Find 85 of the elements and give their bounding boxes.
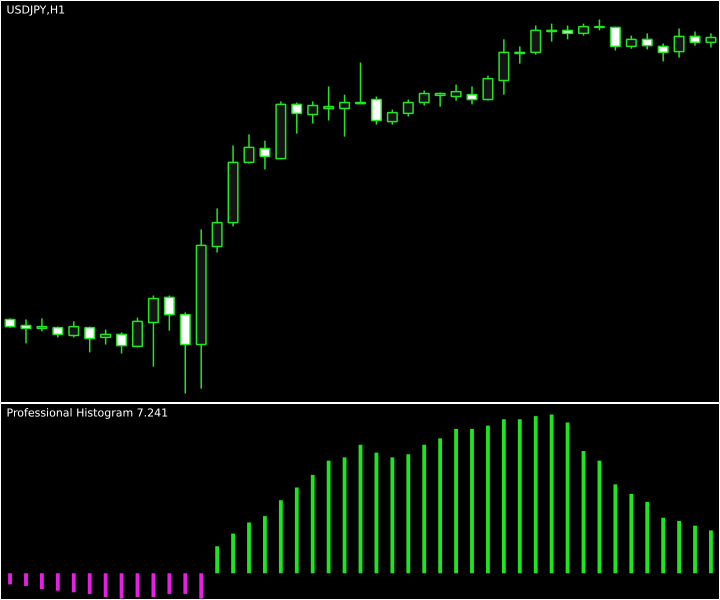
bar [486, 426, 490, 574]
bar [502, 419, 506, 574]
candlestick [68, 320, 80, 338]
bar [645, 502, 650, 574]
candlestick [323, 86, 334, 122]
bar [390, 457, 394, 574]
candlestick [307, 100, 318, 124]
candlestick [386, 108, 398, 126]
candlestick [578, 22, 590, 36]
bar [470, 428, 474, 574]
bar [24, 573, 28, 586]
bar [518, 419, 522, 574]
candlestick [52, 326, 64, 338]
bar [582, 451, 586, 574]
bar [693, 526, 697, 574]
candlestick [434, 92, 446, 108]
candlestick [642, 32, 653, 50]
bar [438, 438, 442, 574]
bar [310, 474, 315, 574]
bar [374, 452, 378, 574]
candlestick [370, 96, 382, 126]
candlestick [705, 32, 716, 48]
bar [454, 428, 458, 574]
bar [406, 454, 410, 574]
candlestick [164, 294, 175, 332]
candlestick [243, 134, 255, 164]
bar [661, 518, 666, 574]
candlestick [626, 34, 637, 50]
candlestick [466, 86, 478, 106]
candlestick [20, 318, 32, 344]
bar [326, 460, 331, 574]
bar [247, 522, 251, 574]
candlestick [100, 328, 112, 346]
bar [342, 457, 346, 574]
bar [199, 573, 204, 599]
bar [709, 530, 713, 574]
bar [40, 573, 44, 590]
chart-title: USDJPY,H1 [6, 4, 66, 16]
candlestick [689, 30, 701, 46]
candlestick [259, 140, 270, 170]
bar [566, 422, 570, 574]
bar [613, 484, 618, 574]
candlestick [482, 74, 494, 102]
candlestick [354, 62, 366, 106]
chart-title: Professional Histogram 7.241 [6, 406, 168, 420]
bar [677, 520, 681, 574]
bar [72, 573, 76, 592]
candlestick [562, 24, 574, 40]
bar [534, 416, 538, 574]
candlestick [116, 332, 128, 354]
candlestick [148, 294, 159, 368]
bar [598, 460, 602, 574]
candlestick [36, 318, 48, 332]
bar [215, 546, 220, 574]
candlestick [291, 102, 302, 134]
candlestick [530, 24, 542, 56]
bar [550, 414, 554, 574]
bar [152, 573, 156, 598]
candlestick [212, 208, 223, 254]
candlestick [418, 90, 430, 106]
candlestick [674, 28, 685, 58]
candlestick [84, 326, 96, 354]
bar [88, 573, 92, 594]
bar [183, 573, 188, 594]
candlestick [546, 22, 558, 42]
bar [120, 573, 124, 599]
bar [294, 488, 299, 574]
bar [8, 573, 12, 584]
candlestick [450, 84, 462, 102]
candlestick [658, 42, 669, 62]
bar [263, 516, 267, 574]
bar [278, 500, 283, 574]
bar [56, 573, 60, 591]
bar [231, 534, 235, 574]
candlestick [610, 26, 621, 52]
candlestick [402, 98, 414, 118]
bar [167, 573, 172, 594]
bar [104, 573, 108, 598]
candlestick [339, 94, 350, 138]
bar [629, 494, 634, 574]
candlestick [514, 46, 526, 64]
bar [136, 573, 140, 598]
candlestick [594, 18, 605, 32]
bar [358, 444, 362, 574]
bar [422, 444, 426, 574]
